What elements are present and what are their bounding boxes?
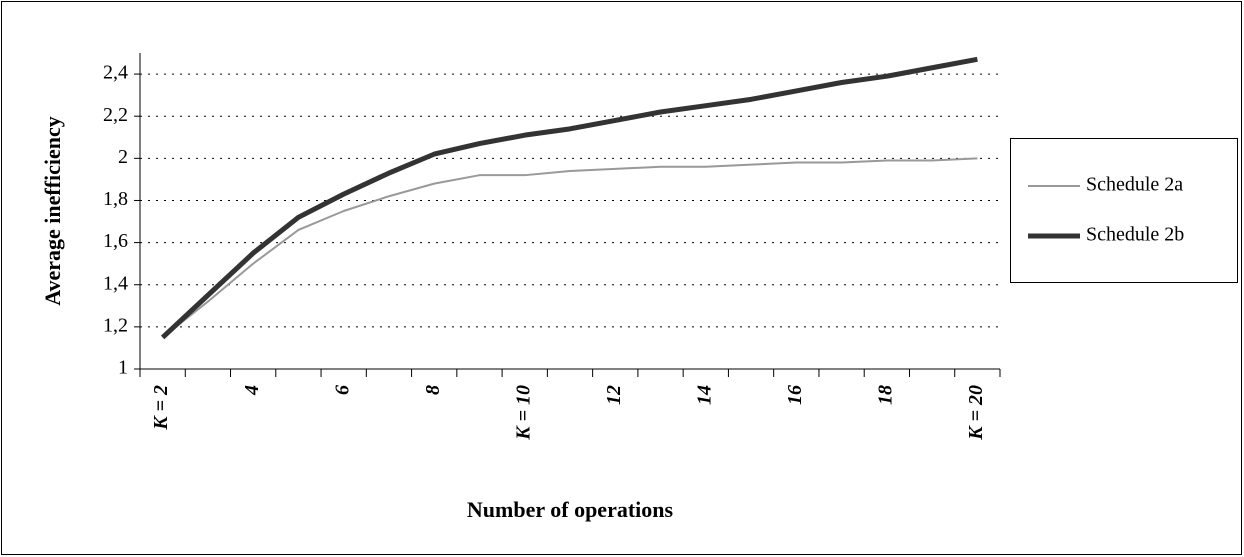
y-tick-label: 1,4 bbox=[103, 272, 128, 294]
y-tick-label: 1,8 bbox=[103, 188, 128, 210]
x-tick-label: 8 bbox=[422, 385, 444, 395]
x-tick-label: K = 10 bbox=[512, 385, 534, 441]
y-tick-label: 1 bbox=[118, 357, 128, 379]
y-tick-label: 1,2 bbox=[103, 314, 128, 336]
series-line bbox=[160, 56, 978, 340]
x-tick-label: 12 bbox=[603, 385, 625, 405]
y-tick-label: 1,6 bbox=[103, 230, 128, 252]
x-tick-label: 16 bbox=[784, 385, 806, 405]
legend-label: Schedule 2a bbox=[1086, 174, 1183, 196]
x-tick-label: K = 20 bbox=[965, 385, 987, 441]
x-axis-title: Number of operations bbox=[467, 497, 674, 522]
x-tick-label: 18 bbox=[874, 385, 896, 405]
x-tick-label: 4 bbox=[241, 385, 263, 396]
series-line bbox=[162, 157, 978, 339]
y-axis-title: Average inefficiency bbox=[40, 116, 65, 306]
x-tick-label: 14 bbox=[693, 385, 715, 405]
y-tick-label: 2 bbox=[118, 146, 128, 168]
y-tick-label: 2,4 bbox=[103, 62, 128, 84]
x-tick-label: 6 bbox=[331, 385, 353, 395]
x-tick-label: K = 2 bbox=[150, 385, 172, 431]
legend-box bbox=[1010, 138, 1238, 283]
y-tick-label: 2,2 bbox=[103, 104, 128, 126]
legend-label: Schedule 2b bbox=[1086, 224, 1184, 246]
